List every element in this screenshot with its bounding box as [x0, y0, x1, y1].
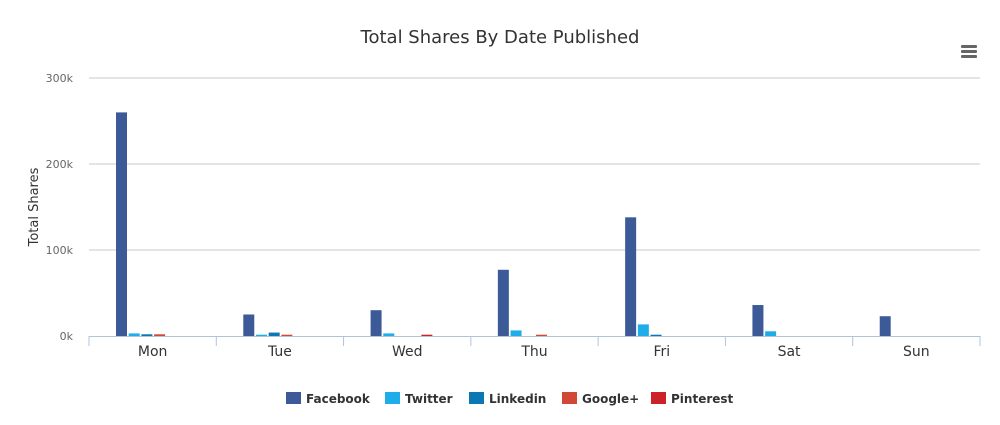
legend-label: Linkedin	[489, 392, 546, 406]
x-tick-label: Thu	[520, 344, 547, 360]
legend-label: Facebook	[306, 392, 371, 406]
hamburger-menu-icon	[961, 45, 977, 58]
bar-pinterest-wed[interactable]	[421, 334, 433, 336]
bar-twitter-sat[interactable]	[765, 331, 777, 336]
bar-facebook-sun[interactable]	[879, 316, 891, 336]
legend-item-pinterest[interactable]: Pinterest	[651, 392, 734, 406]
legend: Facebook Twitter Linkedin Google+ Pinterest	[286, 392, 734, 406]
chart-title: Total Shares By Date Published	[360, 27, 640, 48]
x-axis: Mon Tue Wed Thu Fri Sat Sun	[88, 336, 981, 360]
x-tick-label: Fri	[653, 344, 670, 360]
legend-swatch	[562, 392, 577, 404]
bar-twitter-tue[interactable]	[255, 334, 267, 336]
bar-google-thu[interactable]	[535, 334, 547, 336]
bar-google-mon[interactable]	[154, 334, 166, 336]
bar-twitter-fri[interactable]	[637, 324, 649, 336]
bar-facebook-sat[interactable]	[752, 305, 764, 336]
bar-google-tue[interactable]	[281, 334, 293, 336]
bar-linkedin-fri[interactable]	[650, 334, 662, 336]
bar-facebook-fri[interactable]	[625, 217, 637, 336]
y-axis-ticks: 0k 100k 200k 300k	[46, 72, 74, 343]
legend-label: Twitter	[405, 392, 453, 406]
bar-facebook-mon[interactable]	[116, 112, 127, 337]
x-tick-label: Sat	[778, 344, 801, 360]
legend-swatch	[385, 392, 400, 404]
legend-item-google[interactable]: Google+	[562, 392, 639, 406]
bar-twitter-thu[interactable]	[510, 330, 522, 336]
y-tick-label: 100k	[46, 244, 74, 257]
legend-swatch	[286, 392, 301, 404]
x-tick-label: Tue	[267, 344, 292, 360]
bar-twitter-wed[interactable]	[383, 333, 395, 336]
legend-swatch	[651, 392, 666, 404]
legend-item-linkedin[interactable]: Linkedin	[469, 392, 546, 406]
y-tick-label: 0k	[60, 330, 74, 343]
bars	[116, 112, 891, 337]
x-tick-label: Sun	[903, 344, 930, 360]
chart-menu-button[interactable]	[960, 43, 978, 59]
bar-linkedin-tue[interactable]	[268, 332, 280, 336]
legend-swatch	[469, 392, 484, 404]
legend-item-twitter[interactable]: Twitter	[385, 392, 453, 406]
x-tick-label: Wed	[392, 344, 423, 360]
bar-twitter-mon[interactable]	[128, 333, 140, 336]
bar-facebook-thu[interactable]	[497, 269, 509, 336]
legend-label: Google+	[582, 392, 639, 406]
y-tick-label: 300k	[46, 72, 74, 85]
legend-item-facebook[interactable]: Facebook	[286, 392, 371, 406]
x-tick-label: Mon	[138, 344, 168, 360]
bar-facebook-wed[interactable]	[370, 310, 382, 336]
grid-lines	[89, 77, 980, 251]
bar-facebook-tue[interactable]	[243, 314, 255, 337]
y-tick-label: 200k	[46, 158, 74, 171]
legend-label: Pinterest	[671, 392, 734, 406]
bar-linkedin-mon[interactable]	[141, 334, 153, 336]
y-axis-label: Total Shares	[27, 167, 42, 247]
